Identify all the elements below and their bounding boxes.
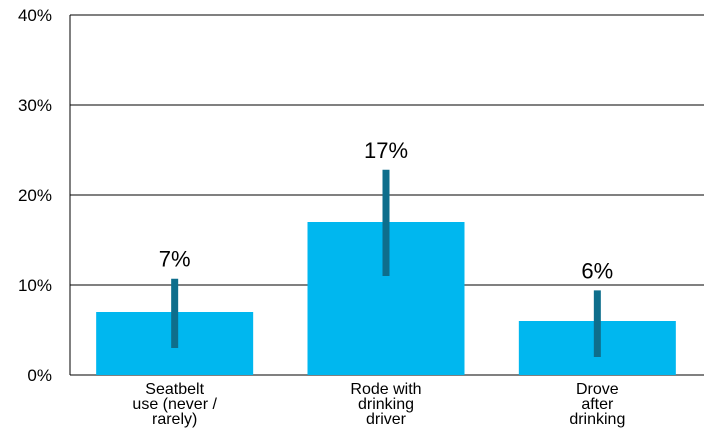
- y-tick-label: 40%: [18, 6, 52, 25]
- x-tick-label: drinking: [358, 396, 414, 413]
- data-label: 17%: [364, 138, 408, 163]
- x-tick-label: Drove: [576, 381, 619, 398]
- x-tick-label: rarely): [152, 411, 197, 428]
- y-tick-label: 10%: [18, 276, 52, 295]
- x-tick-label: driver: [366, 411, 407, 428]
- y-tick-label: 20%: [18, 186, 52, 205]
- x-tick-label: Seatbelt: [145, 381, 204, 398]
- x-tick-label: use (never /: [132, 396, 217, 413]
- y-tick-label: 0%: [27, 366, 52, 385]
- x-tick-label: Rode with: [350, 381, 421, 398]
- x-tick-label: drinking: [569, 411, 625, 428]
- x-tick-label: after: [581, 396, 614, 413]
- data-label: 7%: [159, 247, 191, 272]
- data-label: 6%: [581, 258, 613, 283]
- y-tick-label: 30%: [18, 96, 52, 115]
